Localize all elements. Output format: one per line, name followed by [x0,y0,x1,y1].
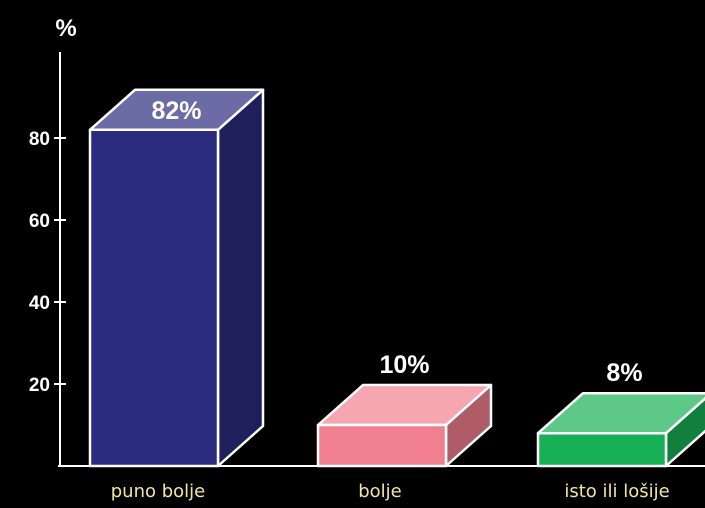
y-tick-label: 80 [29,129,50,150]
labels: 82% puno bolje 10% bolje 8% isto ili lošije [111,97,670,502]
bar-side-face [216,88,265,468]
bar-3 [536,391,705,468]
y-axis-unit-label: % [55,15,76,42]
y-ticks: 20 40 60 80 [29,129,66,396]
category-label: puno bolje [111,481,206,502]
y-tick-label: 40 [29,293,50,314]
category-label: isto ili lošije [564,481,669,502]
category-label: bolje [358,481,402,502]
bar-value-label: 82% [151,97,201,125]
bar-value-label: 8% [606,359,642,387]
bar-front-face [88,128,220,468]
y-tick-label: 60 [29,211,50,232]
bars [88,88,705,468]
bar-1 [88,88,265,468]
bar-front-face [536,431,668,468]
bar-front-face [316,423,448,468]
bar-value-label: 10% [379,351,429,379]
y-tick-label: 20 [29,375,50,396]
bar-2 [316,383,493,468]
